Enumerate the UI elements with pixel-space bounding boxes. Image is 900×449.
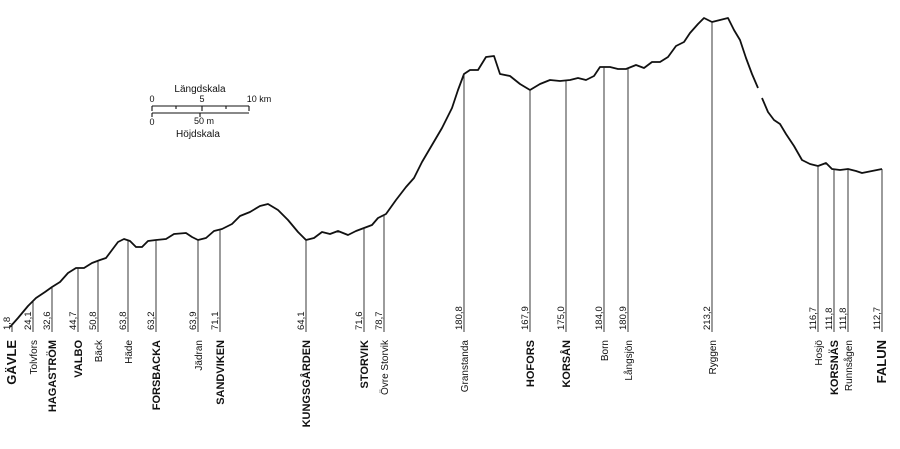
height-tick-50: 50 m: [194, 116, 214, 126]
station-marker: 112,7 FALUN: [872, 169, 889, 383]
station-elevation: 63,8: [118, 312, 129, 331]
station-marker: 50,8 Bäck: [88, 261, 105, 362]
station-elevation: 63,2: [146, 312, 157, 331]
station-name: KUNGSGÅRDEN: [300, 340, 313, 427]
length-tick-10: 10 km: [247, 94, 272, 104]
station-elevation: 175,0: [556, 306, 567, 330]
station-elevation: 180,9: [618, 306, 629, 330]
station-marker: 71,6 STORVIK: [354, 228, 371, 389]
station-marker: 180,8 Granstanda: [454, 74, 471, 392]
station-elevation: 78,7: [374, 312, 385, 331]
station-name: HOFORS: [525, 340, 537, 387]
station-elevation: 44,7: [68, 312, 79, 331]
station-marker: 64,1 KUNGSGÅRDEN: [296, 240, 313, 427]
station-name: Långsjön: [623, 340, 635, 381]
station-elevation: 180,8: [454, 306, 465, 330]
station-elevation: 167,9: [520, 306, 531, 330]
station-elevation: 50,8: [88, 312, 99, 331]
station-elevation: 63,9: [188, 312, 199, 331]
station-elevation: 111,8: [824, 308, 835, 330]
station-name: Granstanda: [460, 340, 471, 393]
station-name: Häde: [124, 340, 135, 364]
station-elevation: 112,7: [872, 307, 883, 330]
length-tick-0: 0: [149, 94, 154, 104]
scale-legend: Längdskala 0 5 10 km 0 50 m Höjdskala: [149, 84, 271, 140]
station-marker: 175,0 KORSÅN: [556, 81, 573, 388]
station-name: FALUN: [874, 340, 889, 383]
station-elevation: 213,2: [702, 306, 713, 330]
station-name: Hosjö: [814, 340, 825, 366]
station-marker: 213,2 Ryggen: [702, 22, 719, 374]
station-name: VALBO: [73, 340, 85, 378]
station-marker: 116,7 Hosjö: [808, 166, 825, 366]
station-marker: 71,1 SANDVIKEN: [210, 230, 227, 405]
station-marker: 1,8 GÄVLE: [2, 317, 19, 385]
station-elevation: 71,1: [210, 312, 221, 331]
length-tick-5: 5: [199, 94, 204, 104]
station-name: STORVIK: [359, 340, 371, 389]
station-name: KORSNÄS: [828, 340, 841, 395]
station-marker: 180,9 Långsjön: [618, 69, 635, 381]
station-name: Born: [600, 340, 611, 361]
height-tick-0: 0: [149, 117, 154, 127]
station-marker: 63,9 Jädran: [188, 240, 205, 371]
height-scale-title: Höjdskala: [176, 129, 220, 140]
station-name: Runnsågen: [843, 340, 855, 391]
station-marker: 78,7 Övre Storvik: [374, 215, 391, 395]
station-marker: 44,7 VALBO: [68, 268, 85, 378]
station-elevation: 1,8: [2, 317, 13, 330]
station-marker: 111,8 KORSNÄS: [824, 169, 841, 395]
station-name: SANDVIKEN: [215, 340, 227, 405]
length-scale-title: Längdskala: [174, 84, 226, 95]
station-name: KORSÅN: [560, 340, 573, 388]
station-elevation: 64,1: [296, 312, 307, 331]
station-marker: 184,0 Born: [594, 67, 611, 361]
station-marker: 63,2 FORSBACKA: [146, 240, 163, 410]
station-marker: 167,9 HOFORS: [520, 90, 537, 387]
elevation-profile-line: [9, 17, 883, 328]
station-name: Bäck: [94, 339, 105, 362]
height-scale-bar: [151, 112, 249, 117]
station-marker: 111,8 Runnsågen: [838, 169, 855, 391]
station-name: Jädran: [194, 340, 205, 371]
station-elevation: 111,8: [838, 308, 849, 330]
station-name: HAGASTRÖM: [46, 340, 59, 412]
station-elevation: 184,0: [594, 306, 605, 330]
station-marker: 63,8 Häde: [118, 241, 135, 364]
station-name: GÄVLE: [4, 340, 19, 385]
station-name: Tolvfors: [29, 340, 40, 374]
station-elevation: 24,1: [23, 312, 34, 331]
station-marker: 24,1 Tolvfors: [23, 302, 40, 374]
station-elevation: 32,6: [42, 312, 53, 331]
station-elevation: 71,6: [354, 312, 365, 331]
station-marker: 32,6 HAGASTRÖM: [42, 288, 59, 412]
length-scale-bar: [151, 105, 250, 111]
station-elevation: 116,7: [808, 307, 819, 330]
station-name: FORSBACKA: [151, 340, 163, 410]
station-name: Ryggen: [708, 340, 719, 374]
station-name: Övre Storvik: [379, 339, 391, 395]
